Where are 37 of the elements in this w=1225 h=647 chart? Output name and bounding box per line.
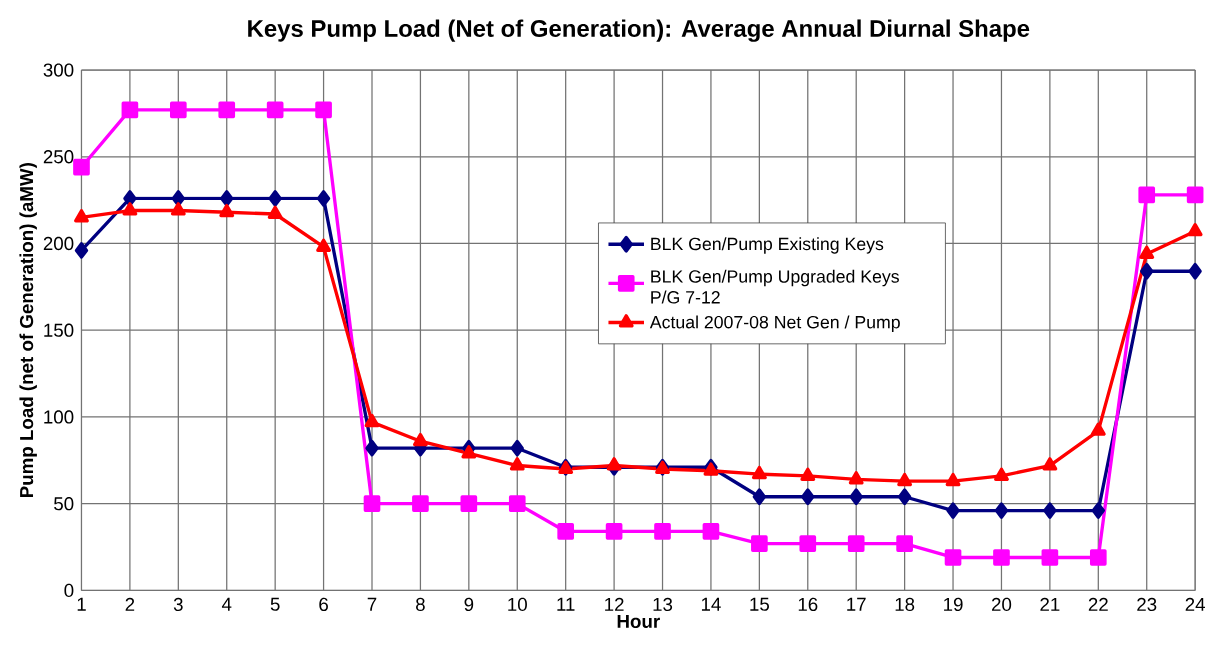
x-tick-label: 11 — [557, 597, 575, 611]
y-tick-label: 0 — [64, 583, 74, 597]
x-tick-label: 16 — [798, 597, 818, 611]
y-tick-label: 50 — [54, 496, 74, 511]
x-tick-label: 22 — [1088, 597, 1108, 611]
y-tick-label: 150 — [44, 323, 74, 337]
x-axis-title: Hour — [617, 614, 660, 628]
x-tick-label: 10 — [508, 597, 527, 611]
chart-title: Keys Pump Load (Net of Generation): Average Annual Diurnal Shape — [248, 19, 1030, 42]
x-tick-label: 23 — [1137, 597, 1157, 611]
x-tick-label: 14 — [701, 597, 721, 611]
legend-label: Actual 2007-08 Net Gen / Pump — [649, 315, 900, 332]
legend-label: BLK Gen/Pump Existing Keys — [651, 236, 884, 254]
y-tick-label: 250 — [43, 149, 74, 164]
x-tick-label: 17 — [847, 597, 866, 611]
x-tick-label: 9 — [464, 597, 474, 611]
y-tick-label: 200 — [43, 236, 74, 250]
y-axis-title: Pump Load (net of Generation) (aMW) — [19, 162, 37, 497]
x-tick-label: 13 — [653, 597, 673, 611]
x-tick-label: 21 — [1040, 597, 1060, 611]
x-tick-label: 2 — [125, 597, 135, 611]
x-tick-label: 1 — [77, 597, 86, 611]
x-tick-label: 8 — [416, 597, 425, 611]
x-tick-label: 5 — [270, 597, 280, 611]
x-tick-label: 18 — [895, 597, 915, 611]
x-tick-label: 7 — [367, 597, 377, 611]
y-tick-label: 300 — [43, 63, 74, 77]
x-tick-label: 3 — [173, 597, 183, 611]
x-tick-label: 20 — [991, 597, 1012, 611]
x-tick-label: 24 — [1185, 597, 1205, 611]
y-tick-label: 100 — [44, 410, 74, 424]
x-tick-label: 4 — [221, 597, 232, 611]
x-tick-label: 15 — [750, 597, 769, 611]
x-tick-label: 19 — [944, 597, 963, 611]
x-tick-label: 6 — [319, 597, 328, 611]
x-tick-label: 12 — [605, 597, 624, 611]
legend-label: BLK Gen/Pump Upgraded Keys P/G 7-12 — [651, 269, 899, 304]
